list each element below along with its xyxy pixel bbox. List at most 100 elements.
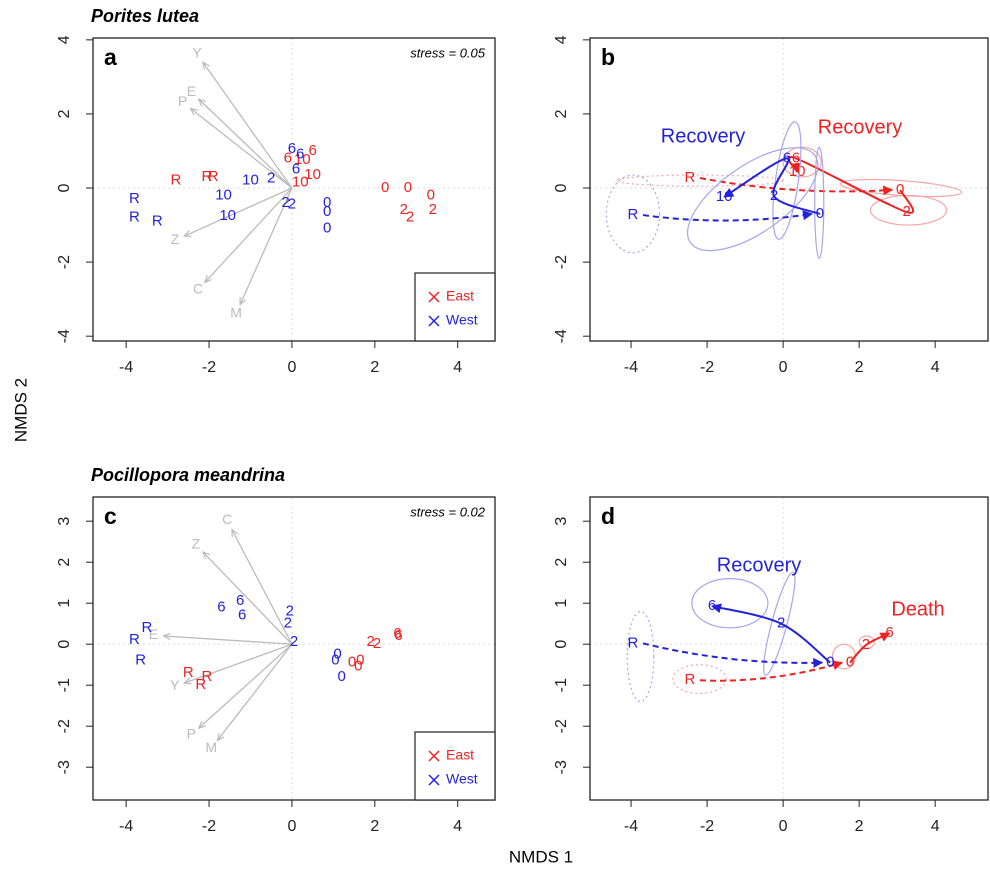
point-label: R (129, 209, 140, 226)
confidence-ellipse (869, 194, 948, 226)
point-label: 0 (896, 181, 904, 198)
point-label: 6 (783, 149, 791, 166)
panel-letter: a (104, 44, 117, 70)
loading-vector (217, 643, 293, 740)
legend-box (414, 731, 496, 801)
x-tick-label: 4 (931, 818, 940, 835)
point-label: 0 (846, 654, 854, 671)
y-tick-label: -2 (56, 255, 73, 269)
point-label: 6 (284, 149, 292, 166)
y-tick-label: 4 (56, 35, 73, 44)
point-label: 10 (292, 173, 309, 190)
legend-symbol (428, 291, 440, 303)
point-label: 0 (354, 658, 362, 675)
legend-label: East (446, 288, 474, 304)
point-label: R (135, 652, 146, 669)
y-tick-label: 0 (553, 183, 570, 192)
y-tick-label: 3 (553, 517, 570, 526)
stress-label: stress = 0.02 (410, 504, 486, 519)
point-label: R (628, 206, 639, 223)
point-label: 0 (323, 220, 331, 237)
point-label: 2 (267, 170, 275, 187)
point-label: 6 (288, 140, 296, 157)
point-label: R (208, 168, 219, 185)
plot-frame (589, 37, 989, 342)
point-label: R (195, 676, 206, 693)
x-tick-label: 0 (287, 359, 296, 376)
point-label: 10 (219, 207, 236, 224)
x-tick-label: -2 (202, 818, 216, 835)
confidence-ellipse (858, 635, 875, 649)
y-tick-label: -2 (553, 719, 570, 733)
point-label: 6 (708, 597, 716, 614)
confidence-ellipse (782, 146, 822, 178)
y-tick-label: -4 (56, 329, 73, 343)
point-label: 2 (290, 633, 298, 650)
x-tick-label: -4 (119, 359, 133, 376)
plot-frame (92, 496, 496, 801)
confidence-ellipse (626, 610, 655, 703)
legend-symbol (428, 774, 440, 786)
vector-label: Y (170, 677, 180, 693)
legend-label: West (446, 312, 478, 328)
point-label: 6 (308, 142, 316, 159)
loading-vector (163, 636, 292, 645)
point-label: 2 (288, 196, 296, 213)
loading-vector (232, 529, 293, 645)
point-label: 0 (337, 668, 345, 685)
x-tick-label: -4 (624, 359, 638, 376)
confidence-ellipse (814, 146, 825, 259)
point-label: 10 (294, 151, 311, 168)
point-label: 10 (304, 166, 321, 183)
annotation: Recovery (661, 125, 745, 147)
annotation: Death (891, 598, 944, 620)
point-label: 10 (215, 186, 232, 203)
point-label: 2 (406, 209, 414, 226)
point-label: 2 (400, 201, 408, 218)
loading-vector (199, 643, 293, 728)
point-label: R (141, 619, 152, 636)
point-label: 2 (770, 187, 778, 204)
point-label: 10 (242, 172, 259, 189)
point-label: 0 (323, 194, 331, 211)
x-tick-label: 0 (287, 818, 296, 835)
legend-box (414, 272, 496, 342)
vector-label: Z (171, 231, 180, 247)
point-label: 2 (429, 201, 437, 218)
y-tick-label: -2 (553, 255, 570, 269)
y-tick-label: 4 (553, 35, 570, 44)
panel-title: Pocillopora meandrina (91, 465, 285, 485)
point-label: 0 (331, 652, 339, 669)
point-label: 0 (427, 186, 435, 203)
trajectory-solid (849, 632, 891, 664)
point-label: 6 (238, 606, 246, 623)
x-tick-label: 4 (453, 818, 462, 835)
x-axis-label: NMDS 1 (509, 847, 573, 866)
panel-title: Porites lutea (91, 6, 199, 26)
x-tick-label: -4 (119, 818, 133, 835)
vector-label: M (230, 305, 242, 321)
loading-vector (199, 99, 293, 189)
trajectory-dashed (642, 210, 813, 222)
point-label: 2 (282, 194, 290, 211)
x-tick-label: -2 (700, 359, 714, 376)
stress-label: stress = 0.05 (410, 45, 486, 60)
x-tick-label: 2 (855, 359, 864, 376)
y-tick-label: -1 (56, 678, 73, 692)
point-label: R (183, 664, 194, 681)
point-label: 0 (356, 652, 364, 669)
x-tick-label: -2 (700, 818, 714, 835)
x-tick-label: 2 (370, 359, 379, 376)
point-label: 10 (789, 163, 806, 180)
point-label: 2 (902, 203, 910, 220)
loading-vector (184, 187, 293, 237)
x-tick-label: -4 (624, 818, 638, 835)
point-label: 0 (323, 203, 331, 220)
confidence-ellipse (672, 664, 727, 694)
loading-vector (203, 552, 293, 645)
y-tick-label: -1 (553, 678, 570, 692)
